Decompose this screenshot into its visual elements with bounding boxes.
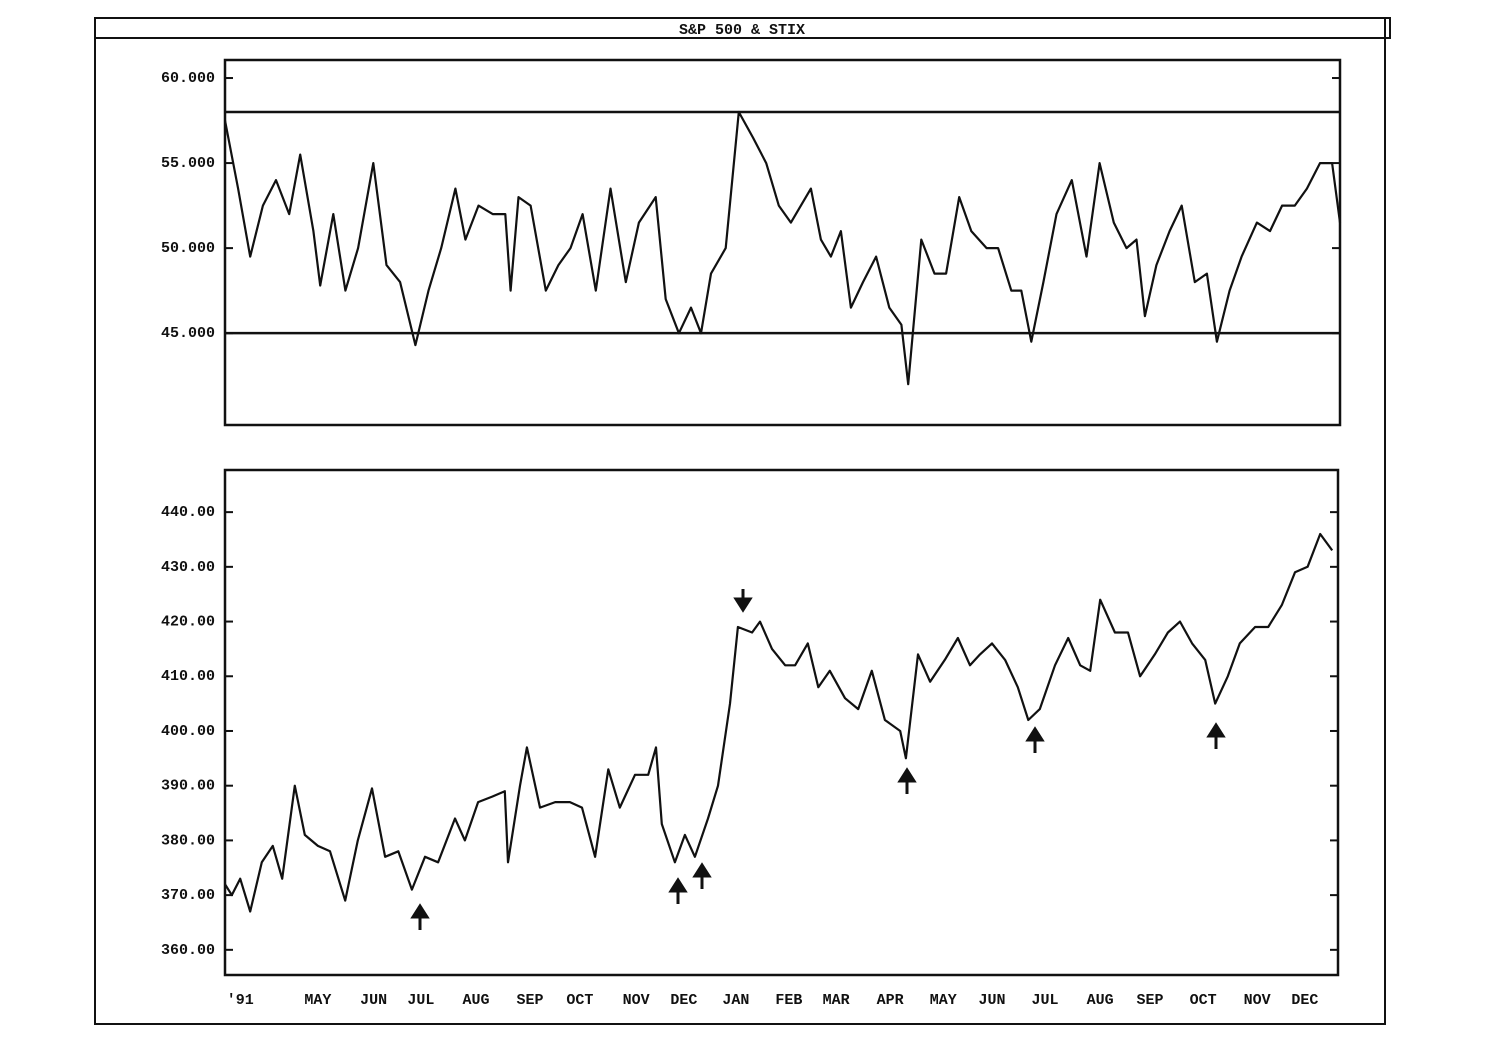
arrow-up	[410, 903, 430, 930]
window-frame	[94, 17, 1386, 1025]
arrows	[410, 589, 1226, 930]
y-tick-label: 55.000	[161, 155, 215, 172]
x-tick-label: JUL	[1032, 992, 1059, 1009]
y-tick-label: 370.00	[161, 887, 215, 904]
x-tick-label: JUL	[407, 992, 434, 1009]
x-tick-label: MAR	[823, 992, 850, 1009]
plot-frame	[223, 58, 1342, 427]
arrow-up	[668, 877, 688, 904]
arrow-up	[1025, 726, 1045, 753]
x-tick-label: FEB	[775, 992, 802, 1009]
x-tick-label: DEC	[1291, 992, 1318, 1009]
x-tick-label: DEC	[670, 992, 697, 1009]
y-tick-label: 45.000	[161, 325, 215, 342]
y-tick-label: 50.000	[161, 240, 215, 257]
x-tick-label: AUG	[1087, 992, 1114, 1009]
x-tick-label: APR	[877, 992, 904, 1009]
y-tick-label: 360.00	[161, 942, 215, 959]
title-bar	[94, 17, 1391, 39]
x-tick-label: OCT	[566, 992, 593, 1009]
y-tick-label: 390.00	[161, 778, 215, 795]
x-tick-label: MAY	[304, 992, 331, 1009]
y-tick-label: 410.00	[161, 668, 215, 685]
x-tick-label: NOV	[623, 992, 650, 1009]
arrow-down	[733, 589, 753, 613]
x-tick-label: '91	[227, 992, 254, 1009]
x-tick-label: JUN	[979, 992, 1006, 1009]
data-line	[223, 110, 1342, 386]
arrow-up	[897, 767, 917, 794]
arrow-up	[692, 862, 712, 889]
x-tick-label: SEP	[1137, 992, 1164, 1009]
x-tick-label: AUG	[462, 992, 489, 1009]
y-tick-label: 420.00	[161, 614, 215, 631]
x-tick-label: NOV	[1244, 992, 1271, 1009]
arrow-up	[1206, 722, 1226, 749]
y-tick-label: 60.000	[161, 70, 215, 87]
data-line	[224, 532, 1334, 913]
x-tick-label: MAY	[930, 992, 957, 1009]
x-tick-label: JUN	[360, 992, 387, 1009]
y-tick-label: 400.00	[161, 723, 215, 740]
y-tick-label: 440.00	[161, 504, 215, 521]
plot-frame	[223, 468, 1340, 977]
x-tick-label: OCT	[1190, 992, 1217, 1009]
x-tick-label: JAN	[722, 992, 749, 1009]
y-tick-label: 430.00	[161, 559, 215, 576]
y-tick-label: 380.00	[161, 832, 215, 849]
chart-title: S&P 500 & STIX	[679, 22, 805, 39]
x-tick-label: SEP	[517, 992, 544, 1009]
